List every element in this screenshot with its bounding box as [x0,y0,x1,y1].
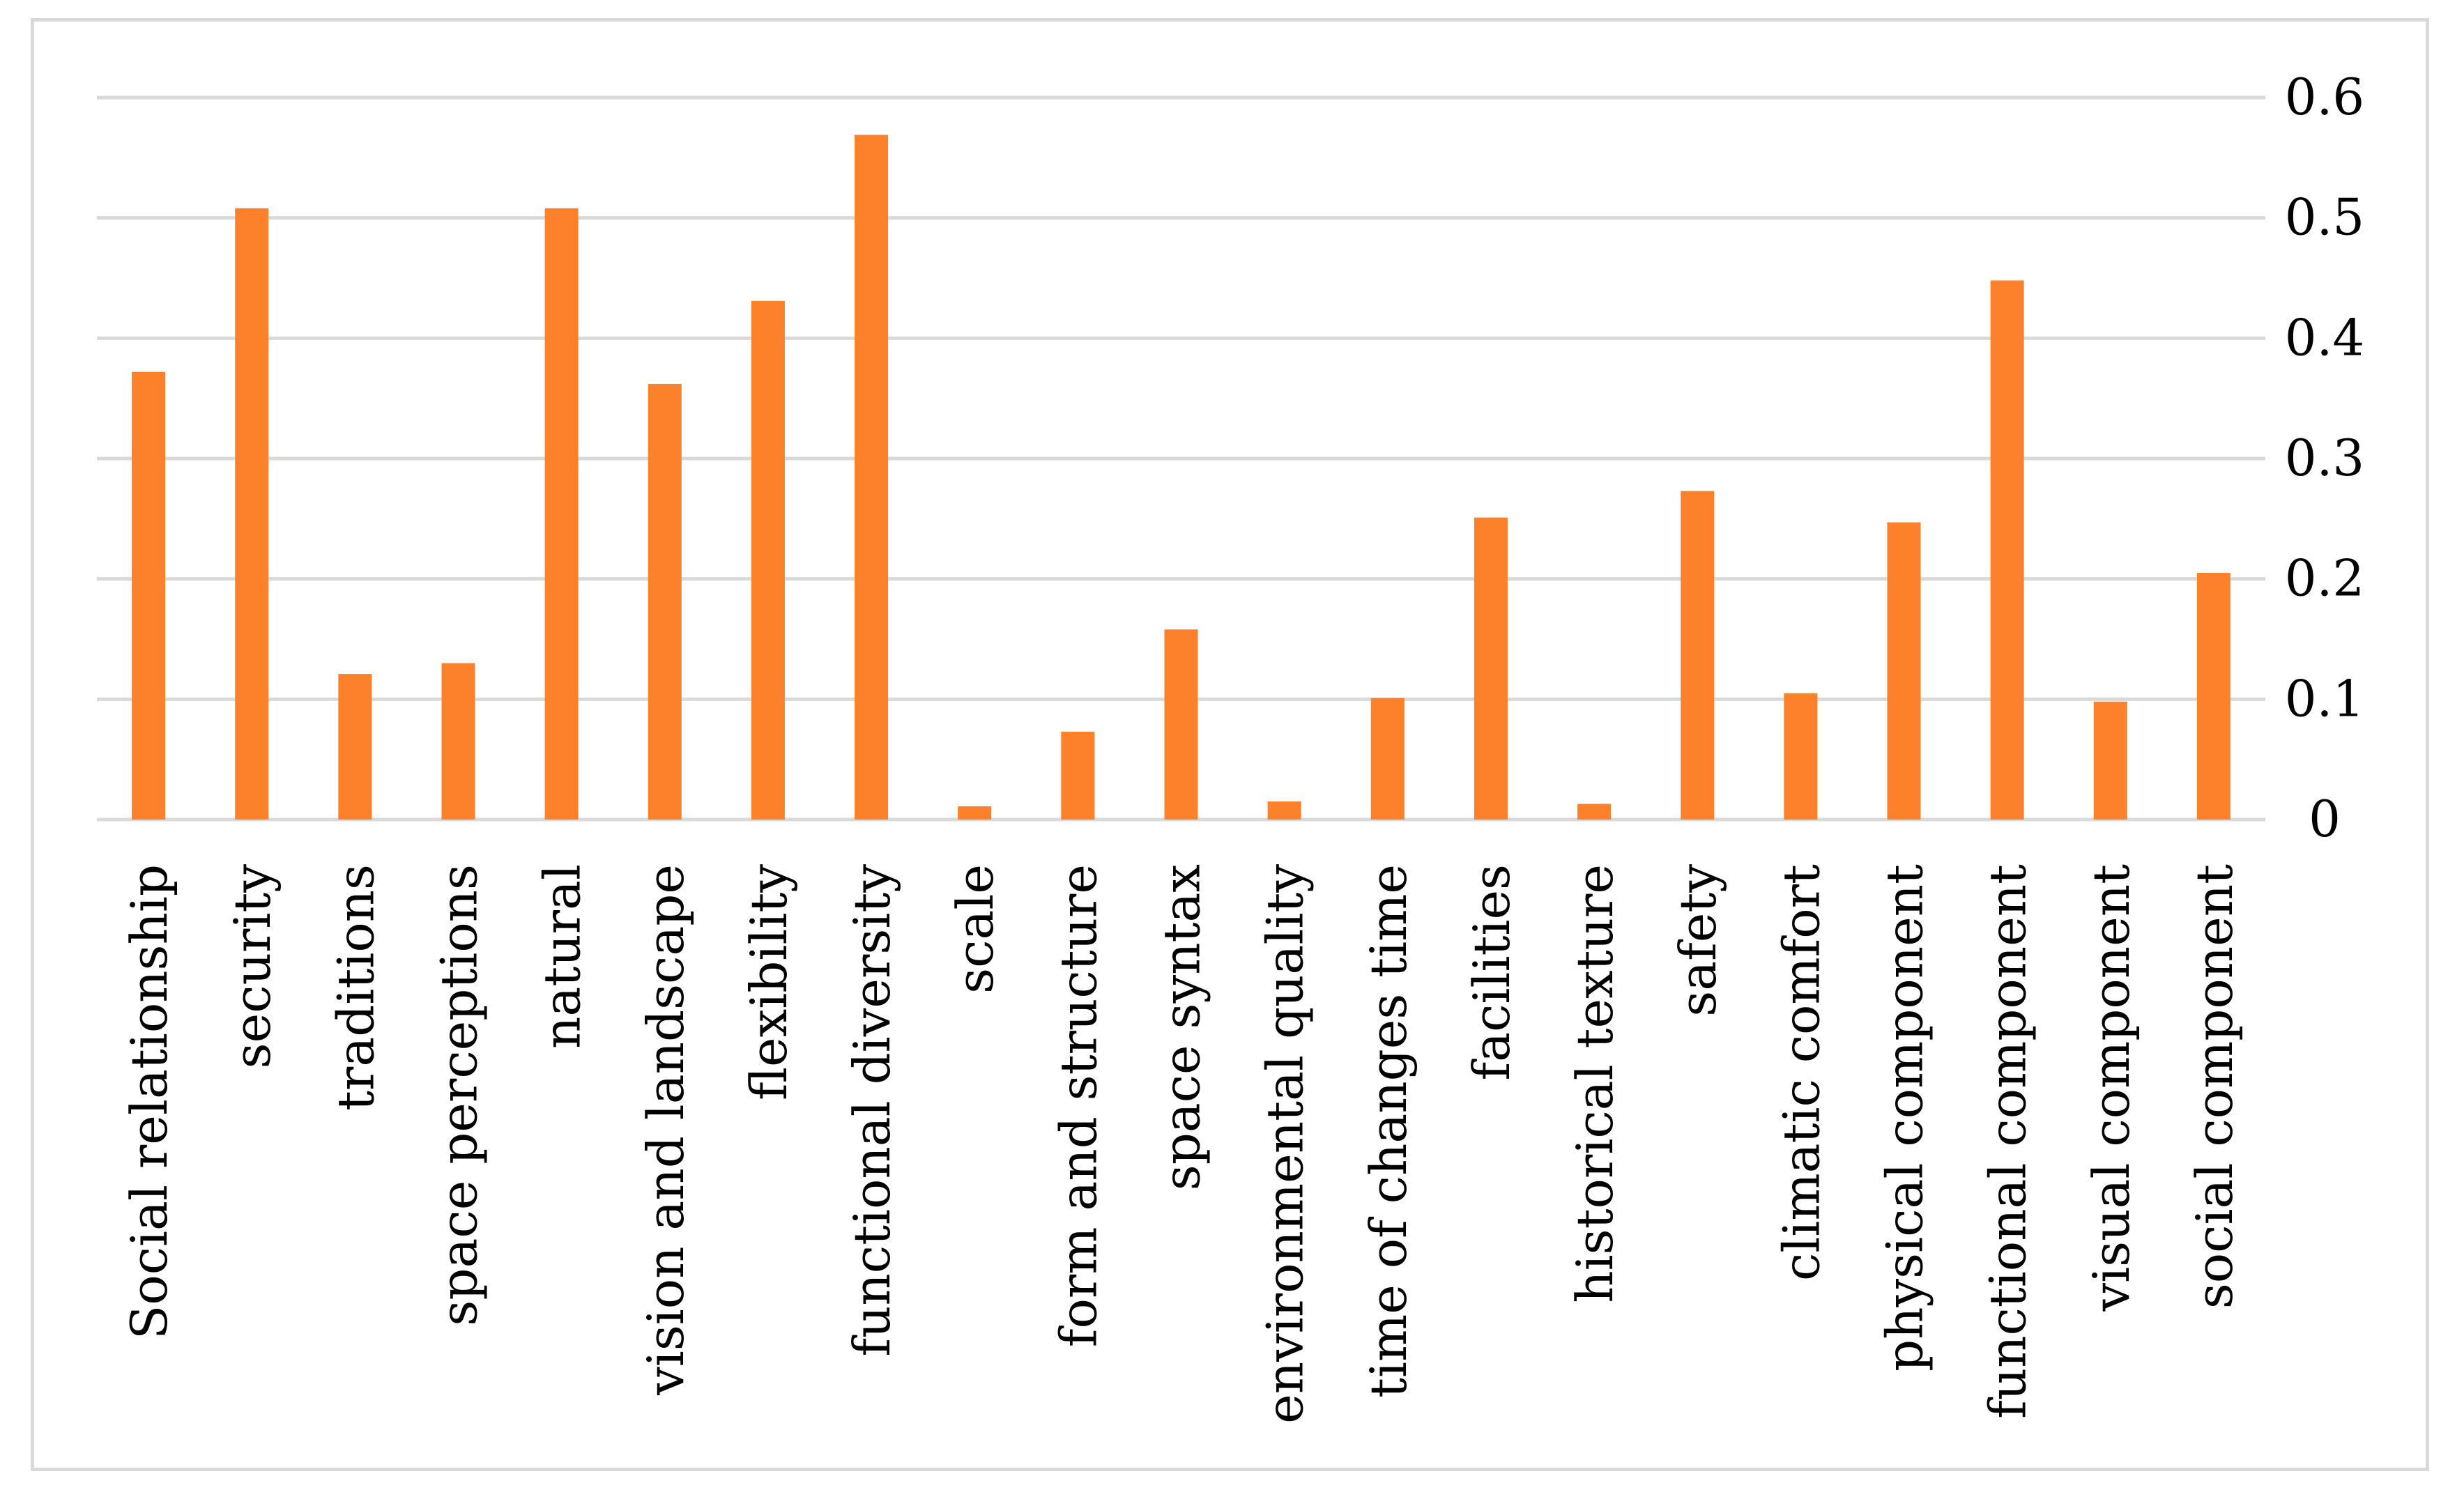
bar [2196,573,2230,820]
x-category-label: safety [1669,864,1727,1017]
y-tick-label: 0.6 [2285,68,2365,126]
y-tick-label: 0.1 [2285,669,2365,728]
bar [338,674,372,820]
x-category-label: functional diversity [843,864,901,1357]
y-tick-label: 0.3 [2285,429,2365,487]
bar [1474,517,1508,820]
bar [855,135,889,820]
bar [751,300,785,820]
y-tick-label: 0.4 [2285,308,2365,367]
y-tick-label: 0.5 [2285,188,2365,247]
x-category-label: flexibility [740,864,798,1100]
x-category-label: traditions [326,864,385,1111]
x-category-label: facilities [1462,864,1521,1081]
x-category-label: historical texture [1566,864,1624,1303]
bars [132,135,2230,820]
x-category-label: environmental quality [1256,864,1315,1424]
bar [132,371,166,820]
x-category-label: vision and landscape [636,864,695,1396]
bar [544,208,579,820]
bar [648,383,682,820]
x-category-label: functional component [1979,864,2037,1419]
bar [1887,522,1921,820]
x-category-label: natural [533,864,592,1049]
x-category-label: physical component [1876,864,1934,1371]
y-tick-label: 0.2 [2285,549,2365,608]
bar [1577,804,1612,820]
bar [2093,701,2127,820]
chart-frame [31,18,2429,1471]
y-axis-tick-labels: 0 0.1 0.2 0.3 0.4 0.5 0.6 [2285,68,2365,848]
bar [1061,731,1095,820]
x-category-label: visual component [2082,864,2141,1312]
x-category-label: scale [946,864,1004,994]
x-category-label: form and structure [1049,864,1108,1347]
y-tick-label: 0 [2309,790,2341,848]
bar [1681,491,1715,820]
x-category-label: space perceptions [430,864,489,1326]
bar [1370,698,1405,820]
x-category-label: Social relationship [120,864,178,1339]
bar [1990,280,2024,820]
bar [958,806,992,820]
x-category-label: security [223,864,282,1069]
bar [1267,801,1301,820]
x-category-label: social component [2185,864,2244,1309]
x-category-label: time of changes time [1359,864,1418,1398]
x-category-label: space syntax [1153,864,1211,1190]
bar [235,208,269,820]
bar [1784,693,1818,820]
bar [1164,629,1198,820]
x-category-label: climatic comfort [1772,864,1830,1281]
x-axis-category-labels: Social relationship security traditions spa… [120,864,2244,1424]
bar [441,663,475,820]
